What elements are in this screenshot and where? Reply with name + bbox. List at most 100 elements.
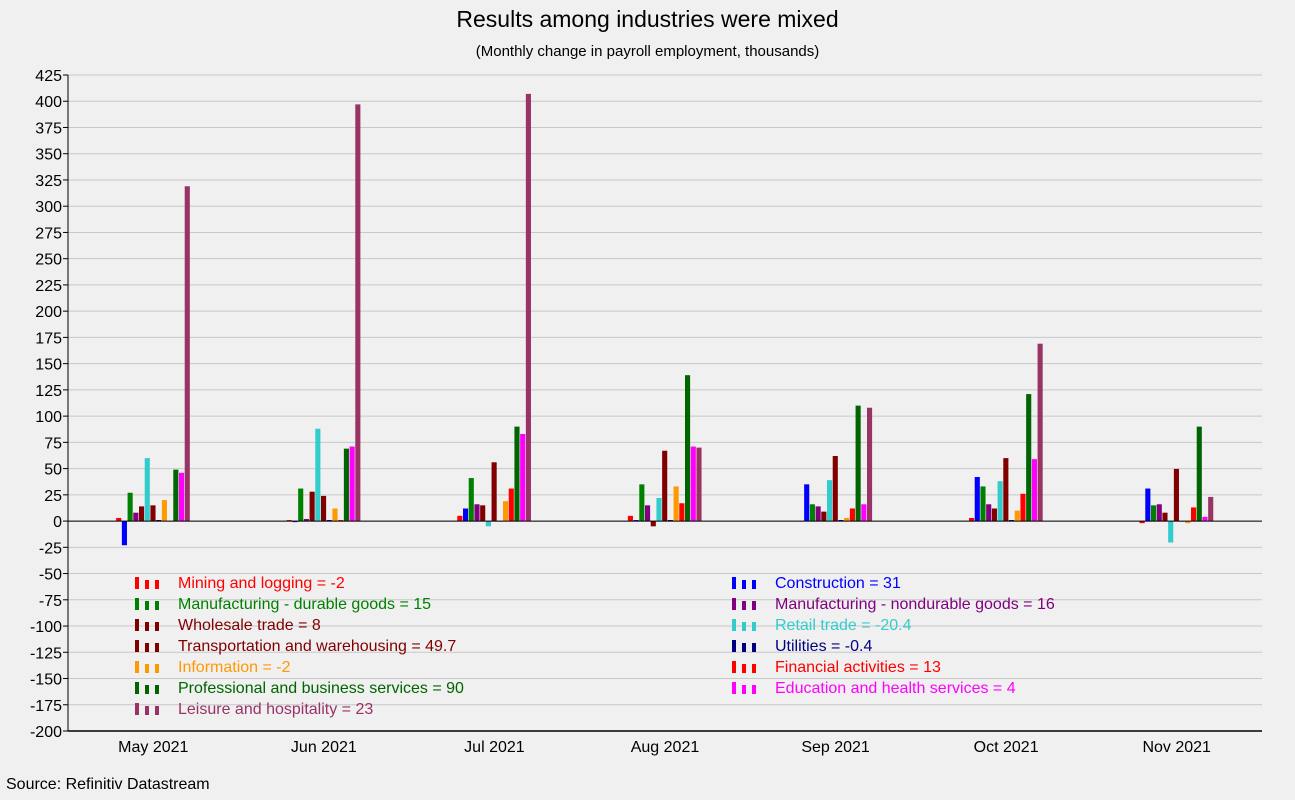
bar: [525, 93, 531, 522]
y-tick-label: 100: [35, 409, 62, 426]
bar: [650, 521, 656, 527]
bar: [866, 407, 873, 522]
bar: [844, 517, 850, 522]
bar: [804, 484, 810, 522]
y-tick-label: -125: [30, 645, 62, 662]
y-tick-label: -150: [30, 672, 62, 689]
bar: [1037, 343, 1043, 522]
bar: [343, 448, 349, 522]
legend-item: Retail trade = -20.4: [732, 617, 912, 634]
bar: [1014, 510, 1020, 522]
bar: [1208, 496, 1214, 522]
legend-label: Mining and logging = -2: [178, 575, 345, 592]
bar: [832, 456, 838, 522]
bar: [178, 472, 185, 522]
bar: [491, 462, 497, 522]
bar: [116, 517, 122, 522]
y-tick-label: 150: [35, 357, 62, 374]
y-tick-label: 25: [44, 488, 62, 505]
bar: [684, 375, 691, 522]
bar: [997, 481, 1003, 522]
legend-label: Retail trade = -20.4: [775, 617, 912, 634]
x-tick-label: Sep 2021: [801, 739, 870, 756]
axes: [63, 74, 1262, 732]
bar: [303, 518, 309, 522]
bar: [514, 426, 520, 522]
y-tick-label: 225: [35, 278, 62, 295]
legend-item: Financial activities = 13: [732, 659, 941, 676]
bar: [127, 492, 133, 522]
legend-swatch: [145, 580, 149, 589]
legend: Mining and logging = -2 Manufacturing - d…: [135, 575, 1055, 718]
y-tick-label: 300: [35, 199, 62, 216]
bar: [161, 500, 167, 522]
bar: [667, 520, 673, 522]
bar: [144, 458, 150, 522]
bar: [139, 506, 145, 522]
y-tick-label: 200: [35, 304, 62, 321]
bar: [974, 476, 980, 522]
bar: [332, 508, 338, 522]
legend-swatch: [732, 640, 736, 652]
x-tick-label: Oct 2021: [974, 739, 1039, 756]
legend-label: Leisure and hospitality = 23: [178, 701, 373, 718]
bar: [1185, 521, 1191, 524]
legend-swatch: [145, 685, 149, 694]
bar: [986, 504, 992, 522]
bar: [1003, 458, 1009, 522]
legend-item: Education and health services = 4: [732, 680, 1016, 697]
legend-swatch: [155, 622, 159, 631]
y-tick-label: 250: [35, 252, 62, 269]
bar: [673, 486, 679, 522]
y-tick-label: -50: [39, 567, 62, 584]
bar: [696, 447, 702, 522]
y-tick-label: 0: [53, 514, 62, 531]
x-tick-label: Jul 2021: [464, 739, 525, 756]
legend-item: Manufacturing - nondurable goods = 16: [732, 596, 1055, 613]
bar: [1168, 521, 1174, 543]
bar: [861, 504, 867, 522]
bar: [121, 521, 127, 546]
bar: [809, 504, 815, 522]
legend-item: Mining and logging = -2: [135, 575, 345, 592]
bar: [656, 497, 662, 522]
y-tick-label: 425: [35, 68, 62, 85]
bar: [309, 491, 315, 522]
bar: [156, 520, 162, 522]
y-tick-label: -200: [30, 724, 62, 741]
bar: [1026, 394, 1032, 522]
y-tick-label: 275: [35, 225, 62, 242]
bar: [468, 478, 474, 522]
legend-item: Construction = 31: [732, 575, 901, 592]
legend-item: Information = -2: [135, 659, 291, 676]
bar: [508, 488, 514, 522]
legend-label: Financial activities = 13: [775, 659, 941, 676]
legend-swatch: [752, 685, 756, 694]
bar: [298, 488, 304, 522]
legend-label: Manufacturing - durable goods = 15: [178, 596, 431, 613]
legend-swatch: [135, 682, 139, 694]
bar: [1190, 507, 1197, 522]
bar: [1156, 504, 1162, 522]
y-tick-label: 175: [35, 330, 62, 347]
y-tick-label: -25: [39, 540, 62, 557]
legend-label: Education and health services = 4: [775, 680, 1016, 697]
legend-swatch: [135, 640, 139, 652]
legend-swatch: [752, 643, 756, 652]
legend-swatch: [752, 622, 756, 631]
bar: [627, 515, 633, 522]
legend-swatch: [155, 601, 159, 610]
legend-swatch: [145, 706, 149, 715]
bar: [827, 480, 833, 522]
x-tick-label: May 2021: [118, 739, 188, 756]
legend-swatch: [742, 580, 746, 589]
y-tick-label: -175: [30, 698, 62, 715]
legend-item: Leisure and hospitality = 23: [135, 701, 373, 718]
legend-item: Wholesale trade = 8: [135, 617, 321, 634]
legend-swatch: [135, 598, 139, 610]
bar: [1173, 468, 1179, 522]
bar: [1008, 520, 1015, 522]
bar: [315, 428, 321, 522]
bar: [133, 512, 139, 522]
